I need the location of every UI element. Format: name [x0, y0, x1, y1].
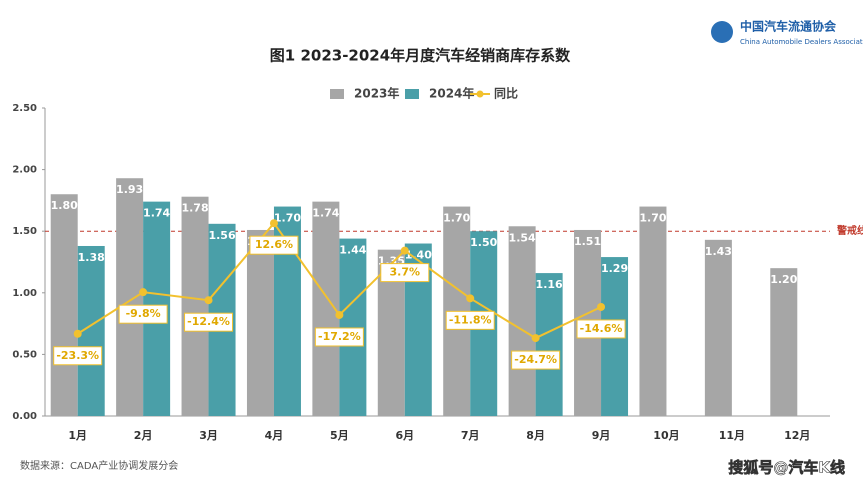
y-tick-label: 1.50: [12, 226, 37, 237]
bar-value-label: 1.51: [574, 235, 601, 248]
x-tick-label: 3月: [199, 429, 218, 442]
x-tick-label: 10月: [653, 429, 679, 442]
line-point: [204, 296, 213, 305]
bar-value-label: 1.70: [274, 212, 301, 225]
watermark: 搜狐号@汽车K线: [728, 459, 845, 477]
bar-value-label: 1.29: [601, 262, 628, 275]
source: 数据来源：CADA产业协调发展分会: [20, 459, 178, 472]
line-label-box: [118, 304, 168, 324]
chart-title: 图1 2023-2024年月度汽车经销商库存系数: [270, 47, 571, 65]
logo-english: China Automobile Dealers Association: [740, 38, 863, 46]
line-point: [466, 294, 475, 303]
bar-value-label: 1.74: [312, 207, 339, 220]
bar-value-label: 1.44: [339, 244, 366, 257]
bar: [639, 206, 667, 416]
line-label-box: [53, 346, 103, 366]
x-tick-label: 2月: [134, 429, 153, 442]
bar-value-label: 1.40: [405, 249, 432, 262]
bar-value-label: 1.70: [639, 212, 666, 225]
x-tick-label: 6月: [395, 429, 414, 442]
bar-value-label: 1.56: [208, 229, 235, 242]
line-label-box: [445, 310, 495, 330]
legend-swatch: [330, 89, 344, 99]
line-value-label: -12.4%: [187, 315, 230, 328]
bar: [181, 196, 209, 416]
y-tick-label: 2.50: [12, 103, 37, 114]
logo-icon: [711, 21, 733, 43]
bar: [704, 239, 732, 416]
bar-value-label: 1.74: [143, 207, 170, 220]
line-value-label: -23.3%: [56, 349, 99, 362]
bar: [508, 226, 536, 416]
bar-value-label: 1.54: [509, 231, 536, 244]
line-point: [597, 302, 606, 311]
line-value-label: -11.8%: [449, 313, 492, 326]
legend-swatch: [405, 89, 419, 99]
bar-value-label: 1.78: [181, 202, 208, 215]
line-label-box: [314, 327, 364, 347]
legend-label: 2023年: [354, 86, 399, 101]
legend-marker: [476, 90, 484, 98]
bar-value-label: 1.93: [116, 183, 143, 196]
x-tick-label: 7月: [461, 429, 480, 442]
line-label-box: [184, 312, 234, 332]
line-point: [139, 288, 148, 297]
x-tick-label: 11月: [719, 429, 745, 442]
bar-value-label: 1.80: [51, 199, 78, 212]
bar: [246, 229, 274, 416]
bar-value-label: 1.50: [470, 236, 497, 249]
bar-value-label: 1.20: [770, 273, 797, 286]
x-tick-label: 9月: [592, 429, 611, 442]
line-point: [269, 219, 278, 228]
line-value-label: 12.6%: [255, 238, 293, 251]
x-tick-label: 12月: [784, 429, 810, 442]
line-point: [73, 329, 82, 338]
line-value-label: -9.8%: [126, 307, 161, 320]
line-value-label: -14.6%: [580, 322, 623, 335]
bar: [535, 273, 563, 416]
bar: [770, 268, 798, 416]
line-label-box: [511, 350, 561, 370]
line-point: [531, 334, 540, 343]
threshold-label: 警戒线: [836, 224, 863, 237]
line-value-label: 3.7%: [390, 266, 421, 279]
logo-name: 中国汽车流通协会: [740, 19, 837, 34]
legend-label: 2024年: [429, 86, 474, 101]
bar-value-label: 1.70: [443, 212, 470, 225]
line-label-box: [249, 235, 299, 255]
line-value-label: -17.2%: [318, 330, 361, 343]
line-label-box: [380, 263, 430, 283]
x-tick-label: 8月: [526, 429, 545, 442]
x-tick-label: 5月: [330, 429, 349, 442]
line-point: [400, 246, 409, 255]
y-tick-label: 2.00: [12, 165, 37, 176]
bar: [116, 178, 144, 416]
x-tick-label: 1月: [68, 429, 87, 442]
y-tick-label: 0.00: [12, 411, 37, 422]
bar-value-label: 1.38: [78, 251, 105, 264]
bar: [339, 238, 367, 416]
y-tick-label: 1.00: [12, 288, 37, 299]
line-label-box: [576, 319, 626, 339]
bar-value-label: 1.43: [705, 245, 732, 258]
bar-value-label: 1.16: [536, 278, 563, 291]
bar: [50, 194, 78, 416]
x-tick-label: 4月: [265, 429, 284, 442]
line-value-label: -24.7%: [514, 353, 557, 366]
y-tick-label: 0.50: [12, 349, 37, 360]
legend-label: 同比: [494, 86, 518, 101]
line-point: [335, 310, 344, 319]
